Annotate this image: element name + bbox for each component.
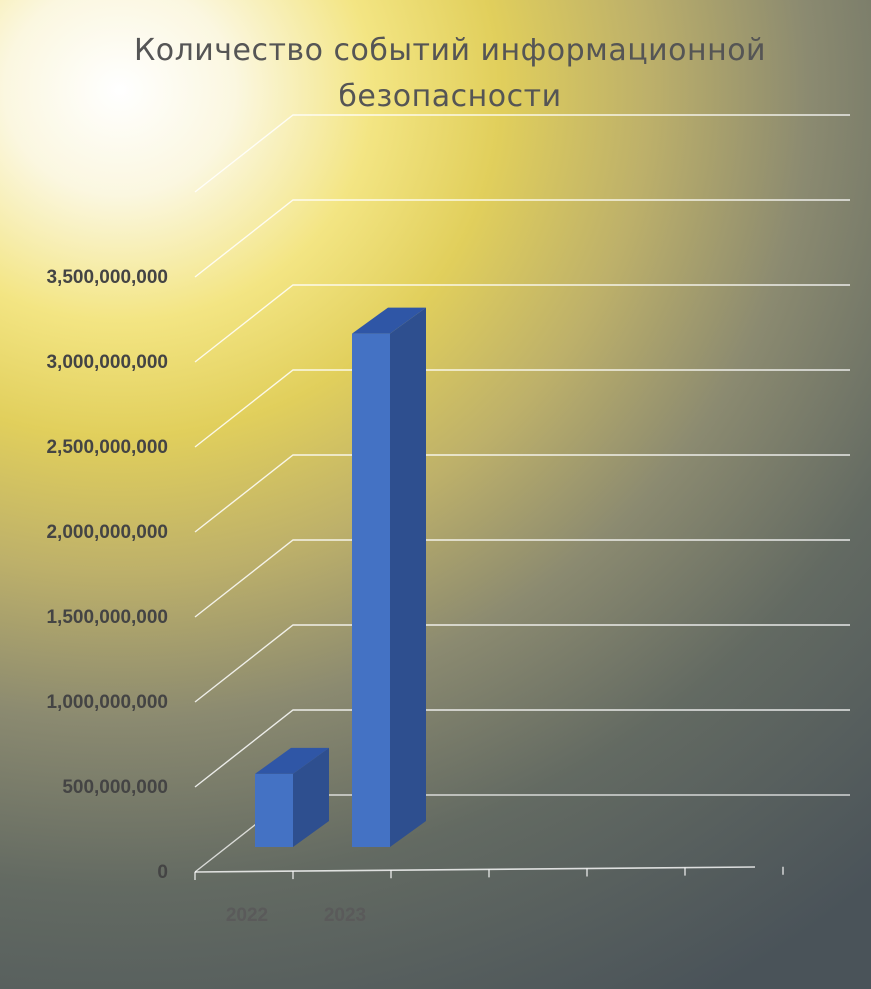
gridline [194,539,850,618]
bar-side-face [293,747,329,847]
bar-front-face [352,333,390,848]
bar-top-face [352,307,426,334]
bar [255,747,329,847]
y-tick-label: 2,000,000,000 [46,522,168,543]
x-tick-label: 2023 [324,905,366,926]
gridline [194,369,850,448]
x-tick-label: 2022 [226,905,268,926]
gridline [194,709,850,788]
y-tick-label: 0 [157,862,168,883]
y-tick-label: 500,000,000 [62,777,168,798]
gridline [194,624,850,703]
chart-title: Количество событий информационной безопа… [133,33,767,114]
y-tick-label: 3,500,000,000 [46,267,168,288]
bar-side-face [390,307,426,848]
bar-top-face [255,747,329,774]
y-tick-label: 1,500,000,000 [46,607,168,628]
bar [352,307,426,848]
gridline [194,199,850,278]
x-axis-line [194,866,756,873]
gridlines [194,114,850,873]
gridline [194,114,850,193]
gridline [194,284,850,363]
axis-labels: 0 500,000,000 1,000,000,000 1,500,000,000 2,… [46,267,366,926]
axes [194,866,784,880]
bar-front-face [255,773,293,847]
bars [255,307,426,848]
gridline [194,454,850,533]
y-tick-label: 1,000,000,000 [46,692,168,713]
y-tick-label: 2,500,000,000 [46,437,168,458]
y-tick-label: 3,000,000,000 [46,352,168,373]
